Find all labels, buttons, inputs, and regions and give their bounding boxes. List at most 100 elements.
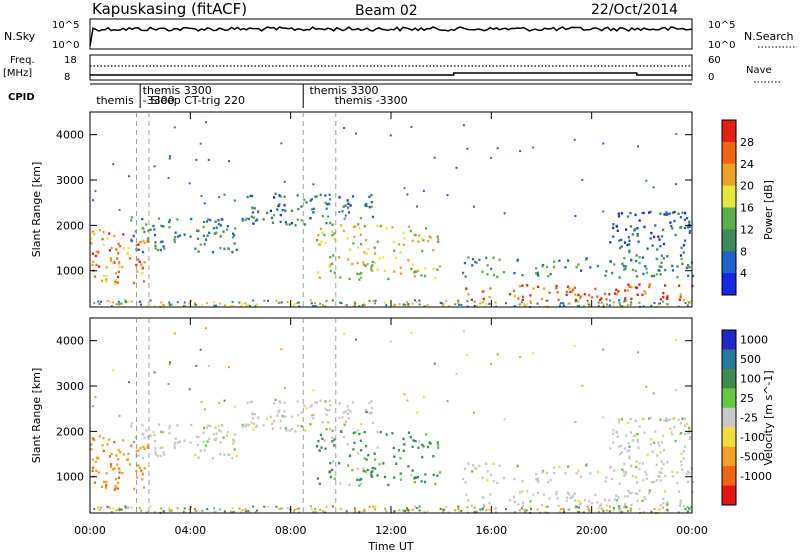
velocity-cell bbox=[319, 508, 322, 511]
velocity-cell bbox=[434, 482, 437, 486]
power-cell bbox=[433, 156, 436, 159]
power-cell bbox=[486, 264, 489, 267]
power-cell bbox=[618, 239, 621, 242]
power-cell bbox=[586, 299, 589, 302]
velocity-cell bbox=[127, 506, 130, 509]
velocity-cell bbox=[359, 482, 363, 485]
power-cell bbox=[513, 271, 516, 275]
velocity-cell bbox=[300, 425, 303, 428]
power-cell bbox=[615, 288, 618, 291]
power-cell bbox=[277, 301, 280, 304]
power-cell bbox=[174, 235, 177, 239]
velocity-cell bbox=[387, 483, 390, 487]
velocity-cell bbox=[509, 499, 512, 502]
power-cell bbox=[278, 301, 281, 304]
power-cell bbox=[162, 245, 165, 248]
velocity-cell bbox=[344, 420, 347, 423]
velocity-cell bbox=[673, 416, 676, 420]
power-cell bbox=[367, 247, 370, 251]
velocity-cell bbox=[671, 417, 674, 420]
velocity-cell bbox=[168, 509, 171, 512]
velocity-cell bbox=[132, 440, 135, 444]
power-cell bbox=[686, 226, 689, 229]
power-cell bbox=[588, 303, 591, 306]
velocity-cell bbox=[149, 434, 152, 437]
velocity-cell bbox=[599, 504, 602, 508]
velocity-cell bbox=[650, 437, 653, 441]
power-cell bbox=[305, 201, 308, 204]
power-cell bbox=[523, 302, 526, 305]
velocity-cell bbox=[278, 409, 281, 412]
power-cell bbox=[612, 303, 615, 306]
velocity-cell bbox=[141, 478, 144, 481]
velocity-cell bbox=[190, 423, 193, 427]
power-cell bbox=[371, 269, 374, 272]
velocity-cell bbox=[254, 425, 257, 428]
x-tick-label: 00:00 bbox=[676, 524, 708, 537]
power-cell bbox=[660, 265, 663, 269]
velocity-cell bbox=[578, 506, 581, 509]
velocity-cell bbox=[374, 467, 377, 470]
power-cell bbox=[346, 199, 349, 202]
velocity-cell bbox=[402, 437, 405, 441]
power-cell bbox=[626, 215, 630, 218]
power-cell bbox=[154, 247, 157, 250]
power-cell bbox=[312, 305, 315, 307]
velocity-cell bbox=[312, 417, 315, 420]
power-cell bbox=[331, 299, 334, 302]
velocity-cell bbox=[117, 481, 120, 485]
power-cell bbox=[176, 301, 179, 304]
velocity-cell bbox=[393, 455, 396, 458]
velocity-cell bbox=[467, 462, 470, 465]
power-cell bbox=[545, 299, 548, 302]
power-cell bbox=[673, 219, 676, 223]
velocity-cell bbox=[374, 458, 377, 461]
power-cell bbox=[688, 220, 691, 223]
power-cell bbox=[392, 240, 395, 244]
velocity-colorbar-tick: 100 bbox=[740, 373, 761, 386]
power-cell bbox=[636, 234, 639, 237]
power-cell bbox=[630, 259, 633, 262]
power-cell bbox=[666, 297, 669, 300]
power-cell bbox=[425, 227, 428, 230]
velocity-cell bbox=[627, 489, 630, 492]
power-cell bbox=[139, 240, 142, 244]
power-cell bbox=[462, 124, 465, 127]
power-cell bbox=[145, 223, 148, 226]
velocity-cell bbox=[630, 491, 633, 495]
velocity-cell bbox=[446, 400, 449, 403]
velocity-cell bbox=[457, 505, 460, 508]
power-cell bbox=[403, 187, 406, 190]
velocity-cell bbox=[153, 434, 156, 437]
velocity-cell bbox=[629, 417, 632, 421]
power-cell bbox=[621, 262, 624, 265]
velocity-cell bbox=[317, 439, 320, 443]
power-cell bbox=[517, 297, 520, 300]
velocity-cell bbox=[277, 507, 280, 510]
power-cell bbox=[206, 234, 209, 237]
velocity-cell bbox=[644, 498, 647, 501]
power-cell bbox=[152, 224, 155, 228]
power-cell bbox=[613, 263, 616, 266]
power-cell bbox=[662, 242, 666, 246]
velocity-cell bbox=[202, 431, 205, 435]
power-cell bbox=[130, 216, 133, 219]
power-cell bbox=[204, 238, 208, 241]
velocity-cell bbox=[137, 449, 140, 452]
velocity-cell bbox=[153, 511, 156, 514]
velocity-cell bbox=[329, 462, 332, 465]
velocity-cell bbox=[608, 510, 611, 513]
velocity-cell bbox=[235, 454, 238, 457]
power-cell bbox=[368, 206, 371, 209]
power-cell bbox=[597, 304, 600, 307]
colorbar-swatch bbox=[722, 446, 736, 467]
power-cell bbox=[410, 267, 413, 271]
power-cell bbox=[357, 223, 360, 226]
power-cell bbox=[628, 243, 631, 246]
power-cell bbox=[356, 272, 359, 276]
velocity-cell bbox=[251, 417, 255, 420]
velocity-cell bbox=[642, 511, 645, 514]
velocity-cell bbox=[519, 356, 522, 359]
velocity-cell bbox=[359, 439, 362, 442]
